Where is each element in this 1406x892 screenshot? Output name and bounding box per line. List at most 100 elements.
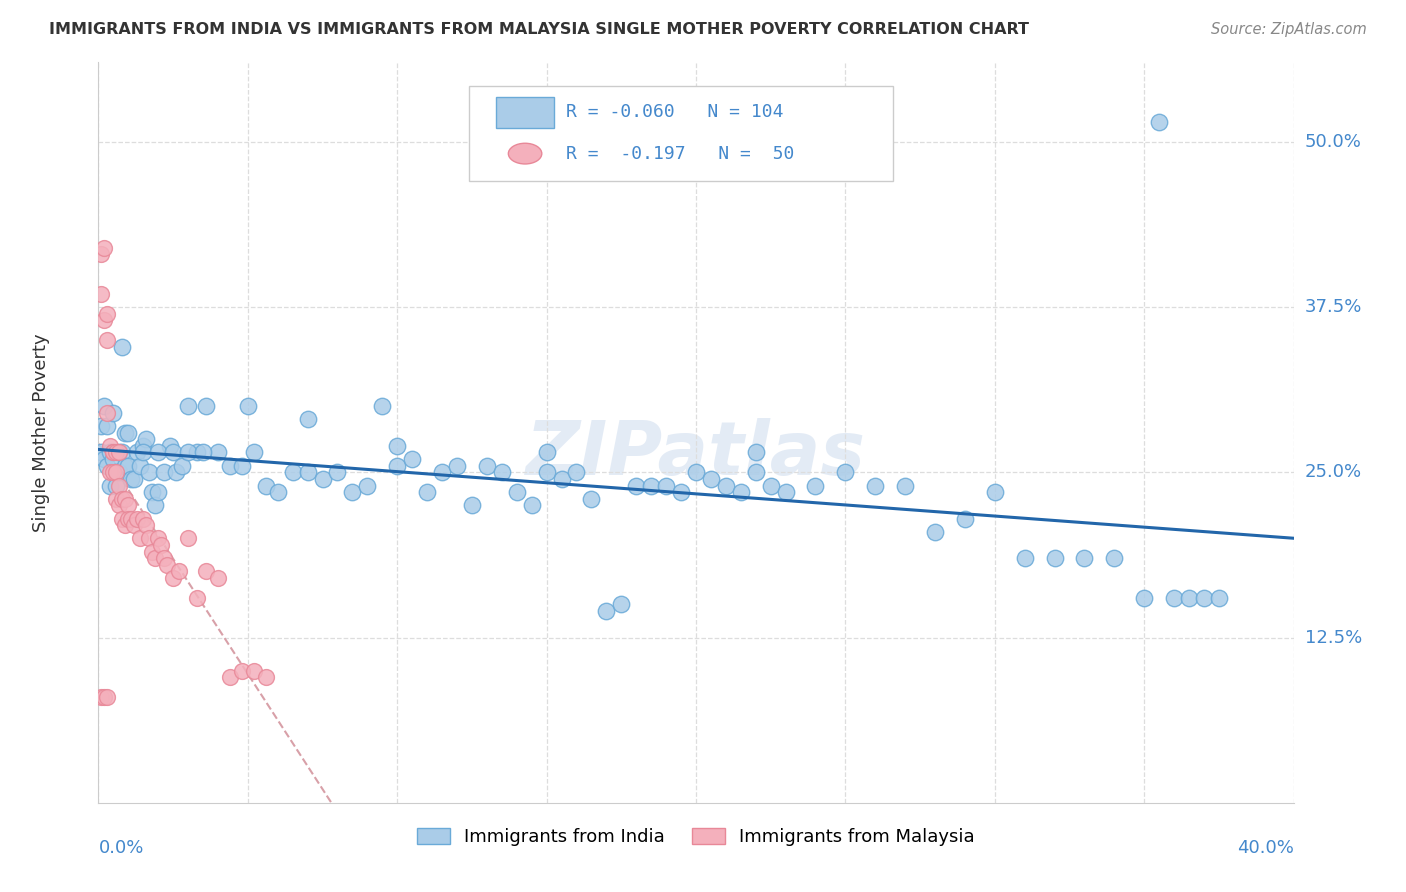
Point (156, 558, 179, 572)
Point (311, 472, 333, 486)
Text: 25.0%: 25.0% (1305, 463, 1362, 482)
Point (1192, 591, 1215, 605)
Point (219, 670, 242, 684)
Point (132, 511, 155, 525)
Point (117, 511, 139, 525)
Point (90, 286, 112, 301)
Point (141, 485, 163, 500)
Point (759, 478, 782, 492)
Point (401, 452, 423, 467)
Text: R =  -0.197   N =  50: R = -0.197 N = 50 (565, 145, 794, 162)
Point (865, 478, 887, 492)
Point (297, 465, 319, 479)
Point (924, 524, 946, 539)
Point (231, 664, 253, 678)
Point (953, 511, 976, 525)
Point (1014, 551, 1036, 566)
Point (120, 511, 142, 525)
Point (1133, 591, 1156, 605)
Point (96, 307, 118, 321)
Point (1208, 591, 1230, 605)
Point (105, 478, 128, 492)
Point (1178, 591, 1201, 605)
Point (446, 458, 468, 473)
Point (1104, 551, 1126, 566)
Point (159, 439, 181, 453)
Point (153, 465, 176, 479)
Point (114, 518, 136, 533)
Point (297, 412, 319, 426)
Point (120, 472, 142, 486)
Text: Source: ZipAtlas.com: Source: ZipAtlas.com (1211, 22, 1367, 37)
Point (148, 485, 170, 500)
Point (730, 485, 752, 500)
Point (103, 452, 125, 467)
Point (186, 445, 208, 459)
Point (150, 538, 173, 552)
Point (191, 445, 214, 459)
Point (98, 478, 122, 492)
Legend: Immigrants from India, Immigrants from Malaysia: Immigrants from India, Immigrants from M… (411, 821, 981, 853)
Point (231, 458, 253, 473)
Point (93, 452, 115, 467)
Point (96, 333, 118, 347)
Point (93, 241, 115, 255)
Point (207, 571, 229, 585)
Point (745, 465, 768, 479)
Point (111, 340, 134, 354)
FancyBboxPatch shape (470, 87, 893, 181)
Point (219, 458, 242, 473)
Point (117, 425, 139, 440)
Point (669, 485, 692, 500)
Point (117, 458, 139, 473)
Point (581, 491, 603, 506)
Point (416, 485, 439, 500)
Point (96, 406, 118, 420)
Point (98, 439, 122, 453)
Point (1043, 551, 1066, 566)
Point (135, 518, 157, 533)
Point (610, 598, 633, 612)
Point (172, 458, 194, 473)
Point (143, 551, 166, 566)
Point (254, 478, 277, 492)
Point (117, 499, 139, 513)
Point (520, 499, 543, 513)
Point (129, 458, 152, 473)
Text: 12.5%: 12.5% (1305, 629, 1362, 647)
Point (243, 445, 266, 459)
Point (1073, 551, 1095, 566)
Point (984, 485, 1007, 500)
Point (114, 458, 136, 473)
Point (745, 445, 768, 459)
Point (177, 399, 200, 413)
Point (108, 445, 131, 459)
Point (124, 472, 146, 486)
Text: 40.0%: 40.0% (1237, 838, 1294, 857)
Point (506, 485, 529, 500)
Point (550, 472, 572, 486)
Point (108, 465, 131, 479)
Text: 37.5%: 37.5% (1305, 298, 1362, 316)
Point (96, 690, 118, 704)
Point (93, 399, 115, 413)
Point (236, 399, 259, 413)
Point (165, 465, 187, 479)
Point (105, 491, 128, 506)
Point (640, 478, 662, 492)
Point (90, 419, 112, 434)
Point (326, 465, 349, 479)
Point (138, 532, 160, 546)
Point (124, 518, 146, 533)
Point (96, 419, 118, 434)
Point (114, 425, 136, 440)
Point (714, 478, 737, 492)
Point (103, 445, 125, 459)
Point (655, 478, 678, 492)
Point (371, 399, 394, 413)
Point (90, 247, 112, 261)
Point (775, 485, 797, 500)
Point (103, 465, 125, 479)
Point (111, 511, 134, 525)
Point (105, 445, 128, 459)
